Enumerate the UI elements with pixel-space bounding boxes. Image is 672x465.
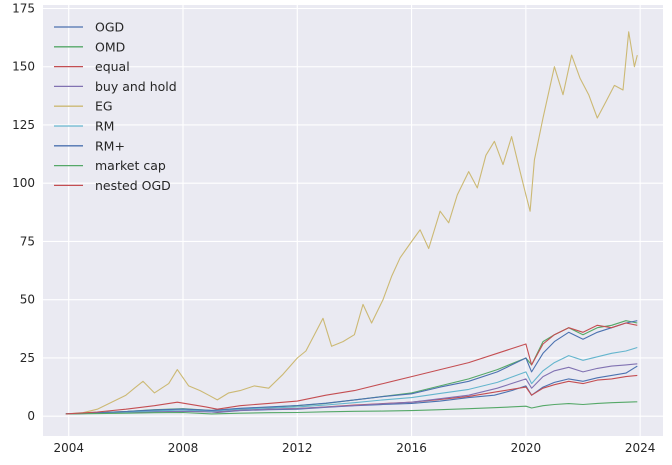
grid-lines bbox=[43, 5, 663, 436]
y-tick-label: 50 bbox=[20, 293, 35, 307]
legend-label: OMD bbox=[95, 39, 125, 54]
legend-label: OGD bbox=[95, 20, 124, 35]
y-tick-label: 100 bbox=[12, 176, 35, 190]
legend-label: nested OGD bbox=[95, 178, 171, 193]
y-tick-label: 75 bbox=[20, 234, 35, 248]
legend-label: market cap bbox=[95, 158, 166, 173]
legend-label: equal bbox=[95, 59, 130, 74]
y-axis-ticks: 0 25 50 75 100 125 150 175 bbox=[12, 1, 35, 423]
plot-area bbox=[43, 5, 663, 436]
series-line-rm- bbox=[65, 320, 638, 415]
y-tick-label: 175 bbox=[12, 1, 35, 15]
x-tick-label: 2008 bbox=[168, 441, 199, 455]
x-tick-label: 2024 bbox=[625, 441, 656, 455]
series-line-nested-ogd bbox=[65, 322, 638, 415]
x-tick-label: 2016 bbox=[396, 441, 427, 455]
y-tick-label: 125 bbox=[12, 118, 35, 132]
legend-label: RM bbox=[95, 119, 114, 134]
series-line-market-cap bbox=[65, 401, 638, 415]
legend-label: EG bbox=[95, 99, 113, 114]
series-line-rm bbox=[65, 346, 638, 415]
y-tick-label: 0 bbox=[27, 409, 35, 423]
x-tick-label: 2004 bbox=[53, 441, 84, 455]
x-axis-ticks: 2004 2008 2012 2016 2020 2024 bbox=[53, 441, 655, 455]
y-tick-label: 25 bbox=[20, 351, 35, 365]
x-tick-label: 2020 bbox=[511, 441, 542, 455]
series-lines bbox=[65, 31, 638, 415]
series-line-eg bbox=[65, 31, 638, 415]
series-line-buy-and-hold bbox=[65, 363, 638, 415]
legend: OGD OMD equal buy and hold EG RM RM+ market cap… bbox=[54, 20, 177, 193]
x-tick-label: 2012 bbox=[282, 441, 313, 455]
legend-label: buy and hold bbox=[95, 79, 177, 94]
legend-label: RM+ bbox=[95, 138, 125, 153]
y-tick-label: 150 bbox=[12, 60, 35, 74]
